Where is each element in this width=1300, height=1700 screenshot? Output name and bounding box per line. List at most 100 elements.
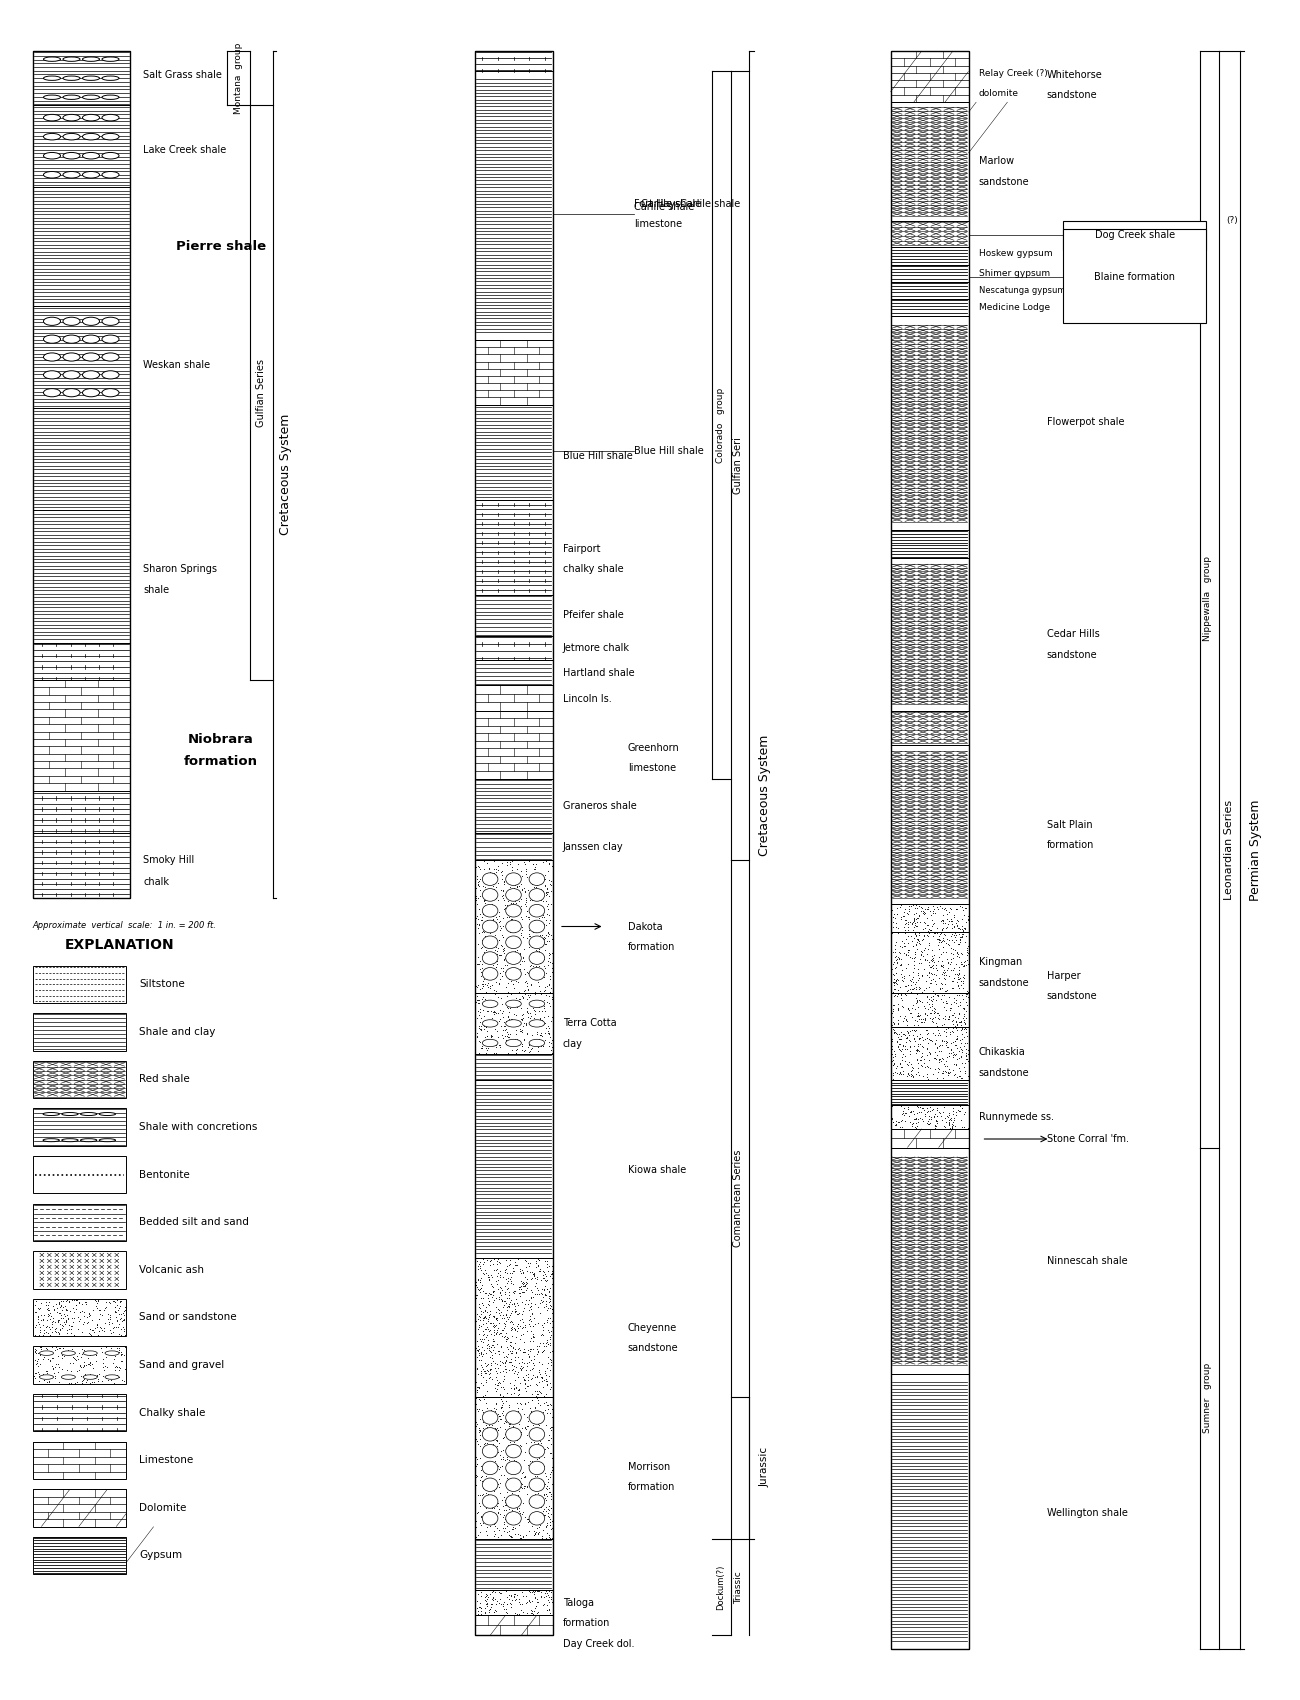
Point xyxy=(529,894,550,921)
Point xyxy=(481,889,502,916)
Point xyxy=(935,1052,956,1080)
Point xyxy=(896,906,916,933)
Point xyxy=(511,1037,532,1064)
Point xyxy=(524,927,545,954)
Point xyxy=(98,1367,118,1394)
Point xyxy=(884,944,905,971)
Point xyxy=(881,1013,902,1040)
Point xyxy=(885,960,906,988)
Point xyxy=(521,1447,542,1474)
Point xyxy=(524,1352,545,1379)
Point xyxy=(498,1489,519,1516)
Point xyxy=(486,950,507,977)
Point xyxy=(485,1448,506,1476)
Point xyxy=(512,1256,533,1284)
Point xyxy=(465,1272,486,1299)
Point xyxy=(480,1248,500,1275)
Point xyxy=(489,1006,510,1034)
Point xyxy=(949,964,970,991)
Point xyxy=(42,1334,62,1362)
Point xyxy=(945,1040,966,1068)
Ellipse shape xyxy=(529,1445,545,1459)
Point xyxy=(499,930,520,957)
Point xyxy=(484,1287,504,1314)
Point xyxy=(481,1022,502,1049)
Point xyxy=(952,940,972,967)
Point xyxy=(536,1290,556,1318)
Point xyxy=(894,916,915,944)
Point xyxy=(488,1277,508,1304)
Point xyxy=(465,1443,486,1470)
Point xyxy=(920,947,941,974)
Point xyxy=(502,870,523,898)
Point xyxy=(515,1375,536,1402)
Point xyxy=(488,1494,508,1522)
Point xyxy=(541,1586,562,1613)
Point xyxy=(469,998,490,1025)
Point xyxy=(542,1039,563,1066)
Point xyxy=(919,1040,940,1068)
Point xyxy=(480,1464,500,1491)
Point xyxy=(490,1436,511,1464)
Point xyxy=(931,1037,952,1064)
Text: Hoskew gypsum: Hoskew gypsum xyxy=(979,248,1053,258)
Point xyxy=(508,1273,529,1300)
Point xyxy=(31,1333,52,1360)
Point xyxy=(482,1436,503,1464)
Point xyxy=(482,1263,503,1290)
Point xyxy=(510,1278,530,1306)
Point xyxy=(488,1367,508,1394)
Point xyxy=(922,993,942,1020)
Text: EXPLANATION: EXPLANATION xyxy=(65,938,174,952)
Point xyxy=(503,1493,524,1520)
Point xyxy=(541,1414,562,1442)
Point xyxy=(534,1248,555,1275)
Point xyxy=(538,1465,559,1493)
Point xyxy=(497,993,517,1020)
Point xyxy=(909,1025,930,1052)
Text: Gulfian Seri: Gulfian Seri xyxy=(733,437,744,495)
Point xyxy=(469,1268,490,1295)
Point xyxy=(524,874,545,901)
Bar xyxy=(891,904,968,932)
Point xyxy=(537,1391,558,1418)
Point xyxy=(36,1307,57,1334)
Text: Leonardian Series: Leonardian Series xyxy=(1223,801,1234,899)
Point xyxy=(521,1003,542,1030)
Text: sandstone: sandstone xyxy=(979,977,1030,988)
Point xyxy=(931,1027,952,1054)
Ellipse shape xyxy=(82,335,100,343)
Point xyxy=(467,1396,488,1423)
Point xyxy=(476,1299,497,1326)
Point xyxy=(472,901,493,928)
Point xyxy=(477,1455,498,1482)
Point xyxy=(498,1357,519,1384)
Point xyxy=(887,1052,907,1080)
Ellipse shape xyxy=(43,58,61,61)
Point xyxy=(489,898,510,925)
Point xyxy=(490,1261,511,1289)
Point xyxy=(473,887,494,915)
Point xyxy=(38,1300,58,1328)
Text: shale: shale xyxy=(143,585,169,595)
Point xyxy=(471,1360,491,1387)
Point xyxy=(510,1590,530,1617)
Point xyxy=(503,1510,524,1537)
Point xyxy=(109,1357,130,1384)
Point xyxy=(476,940,497,967)
Point xyxy=(952,1037,972,1064)
Point xyxy=(881,1105,902,1132)
Point xyxy=(940,1059,961,1086)
Point xyxy=(506,945,526,972)
Point xyxy=(933,983,954,1010)
Point xyxy=(514,1472,534,1499)
Point xyxy=(503,1333,524,1360)
Point xyxy=(914,921,935,949)
Point xyxy=(949,1054,970,1081)
Ellipse shape xyxy=(62,172,81,178)
Point xyxy=(469,1493,490,1520)
Point xyxy=(474,1506,495,1533)
Point xyxy=(901,977,922,1005)
Point xyxy=(516,1020,537,1047)
Point xyxy=(538,1421,559,1448)
